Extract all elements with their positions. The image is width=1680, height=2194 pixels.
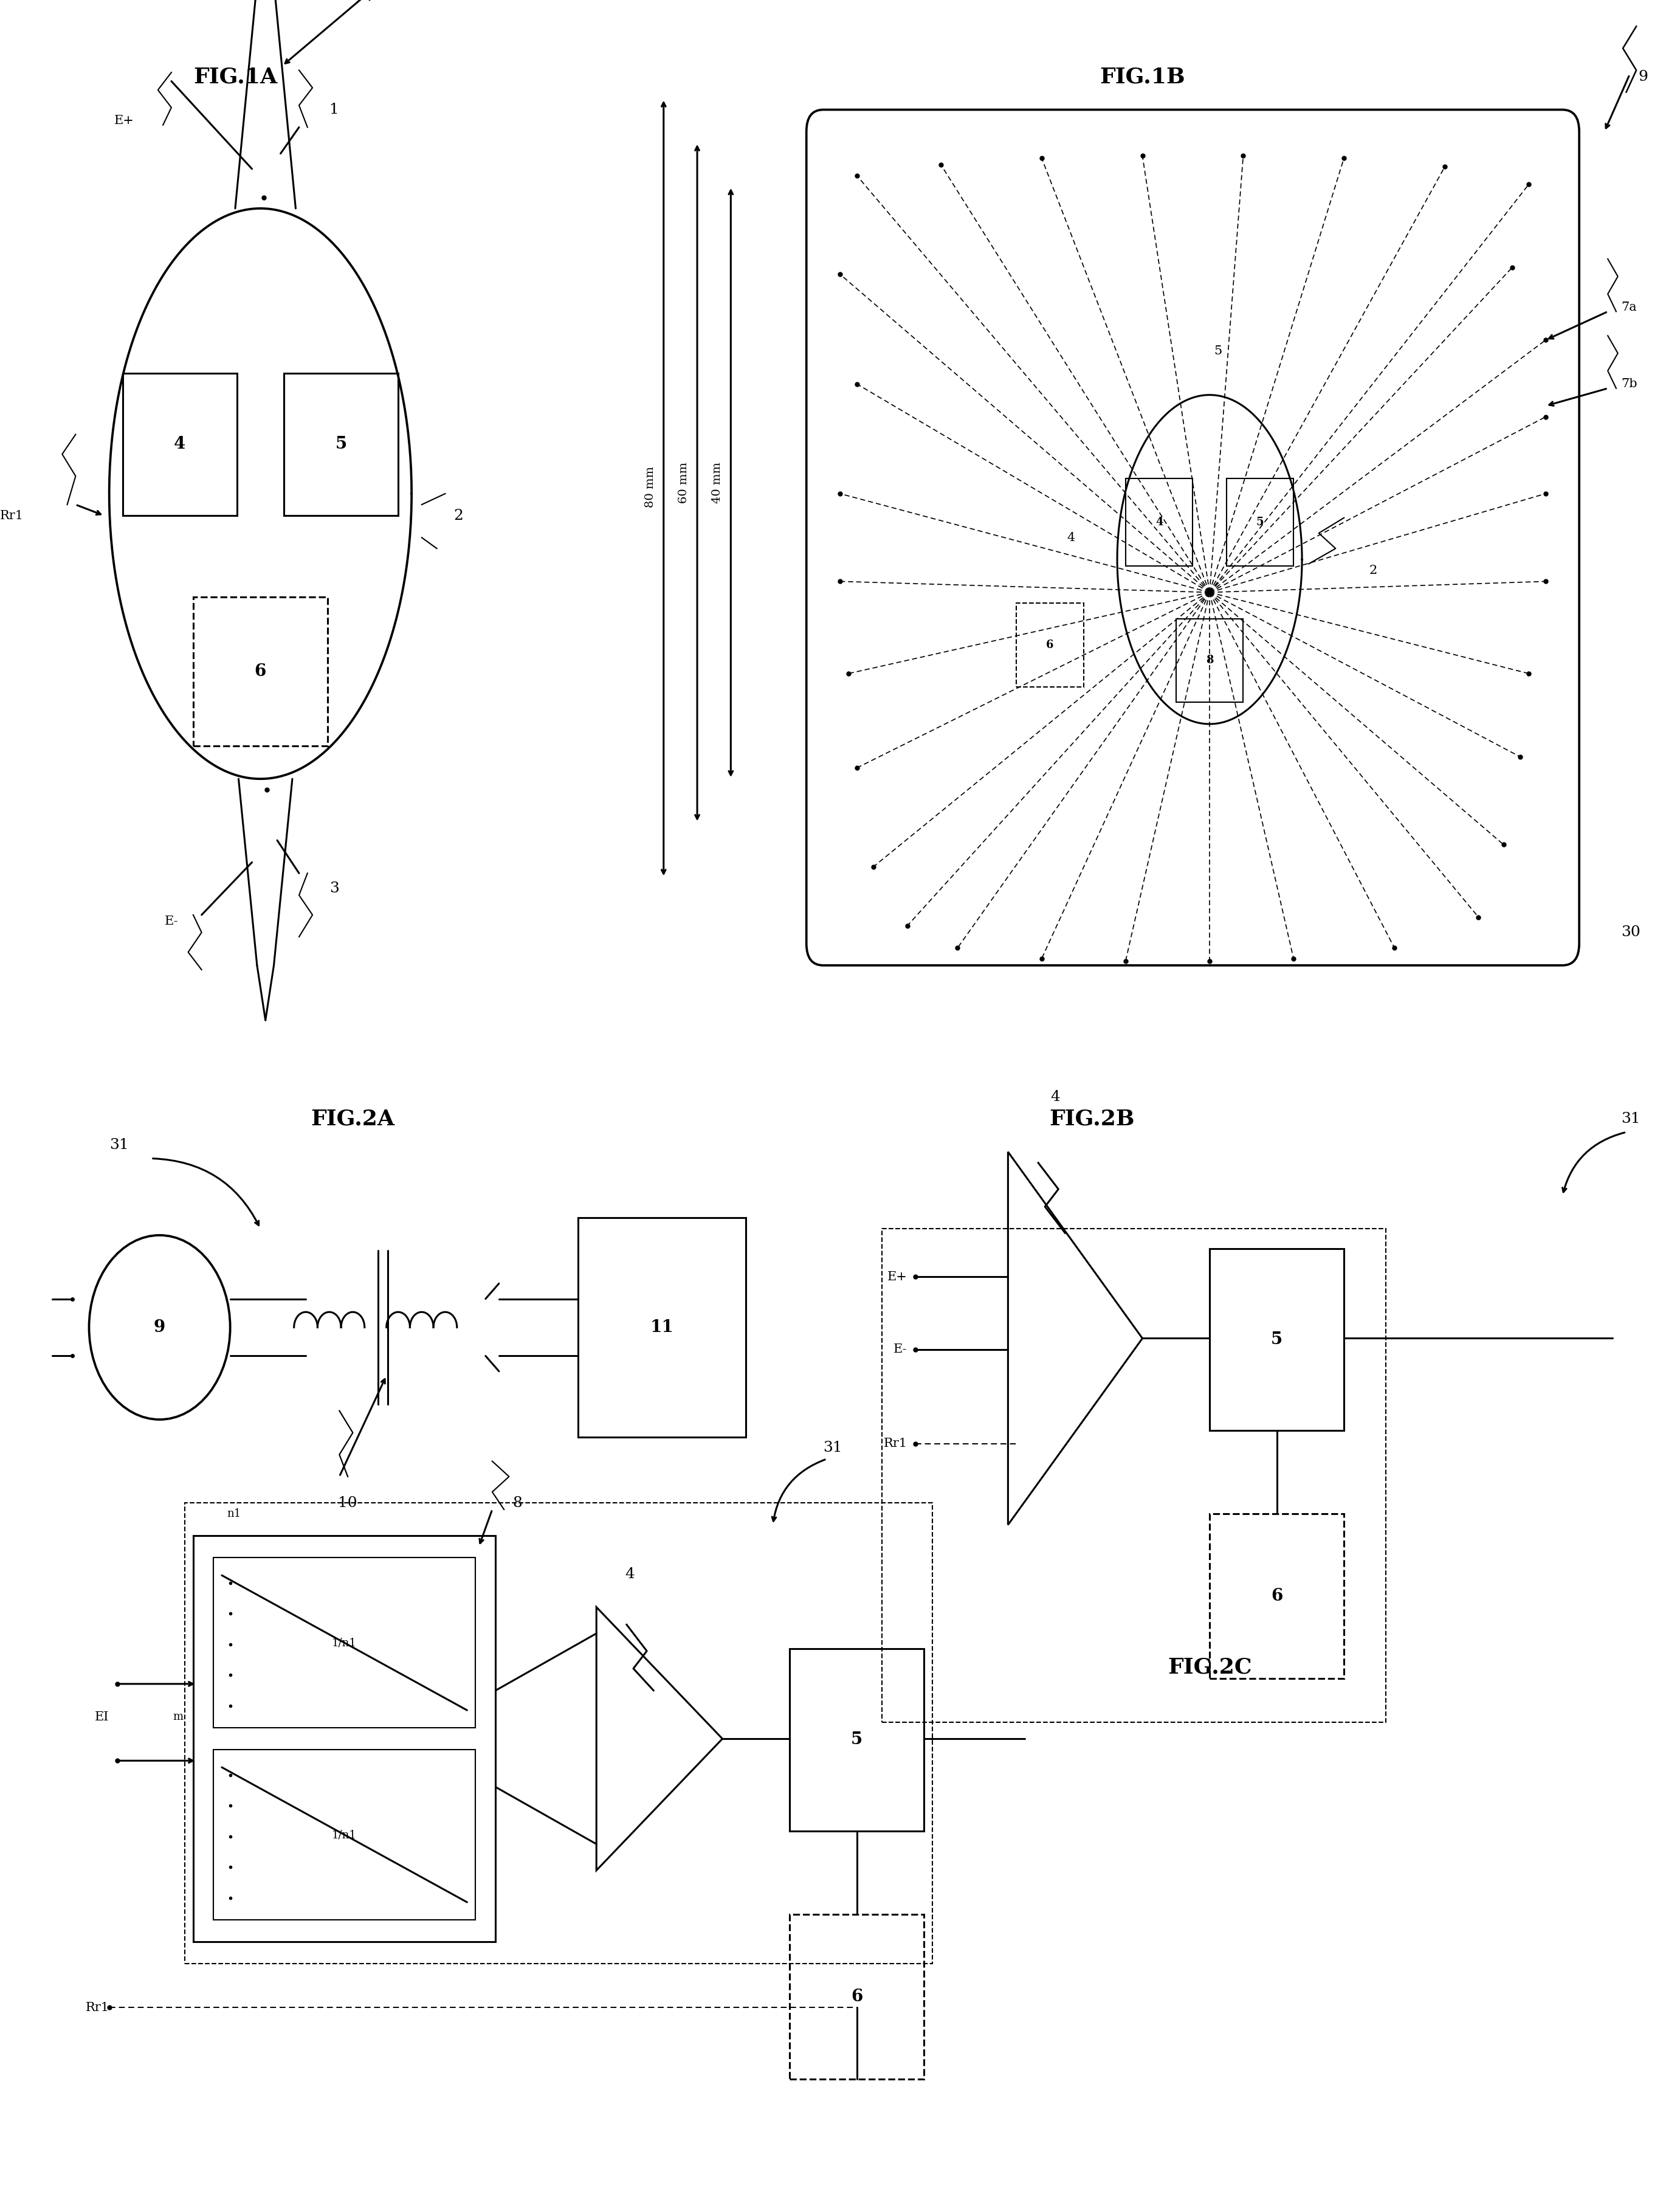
Bar (213, 1751, 475, 1920)
Text: FIG.2C: FIG.2C (1168, 1656, 1252, 1678)
Text: 5: 5 (1215, 344, 1221, 358)
Bar (1016, 603, 1084, 687)
Text: 6: 6 (1047, 641, 1053, 649)
Text: 5: 5 (1257, 518, 1263, 527)
Text: 7a: 7a (1621, 301, 1636, 314)
Bar (882, 1229, 1386, 1722)
Bar (1226, 478, 1294, 566)
Text: 31: 31 (823, 1441, 842, 1455)
Text: 40 mm: 40 mm (712, 463, 722, 502)
Text: Rr1: Rr1 (86, 2001, 109, 2014)
Text: 4: 4 (1050, 1090, 1060, 1104)
Bar (578, 1218, 746, 1437)
Text: 9: 9 (155, 1319, 165, 1336)
Bar (193, 1536, 496, 1942)
Bar (185, 1503, 932, 1964)
Text: m: m (173, 1711, 183, 1722)
Text: 5: 5 (1272, 1332, 1282, 1347)
Text: 60 mm: 60 mm (679, 463, 689, 502)
Bar (790, 1913, 924, 2080)
Text: 8: 8 (512, 1496, 522, 1509)
Text: 3: 3 (329, 882, 339, 895)
Text: 6: 6 (1270, 1588, 1284, 1604)
Text: 9: 9 (1638, 70, 1648, 83)
Text: 30: 30 (1621, 926, 1640, 939)
Bar (1210, 1248, 1344, 1430)
Bar (284, 373, 398, 516)
Text: E-: E- (894, 1343, 907, 1356)
Text: 1/n1: 1/n1 (333, 1830, 356, 1841)
Bar (1176, 619, 1243, 702)
Text: FIG.2A: FIG.2A (311, 1108, 395, 1130)
Text: 2: 2 (1369, 564, 1378, 577)
Text: FIG.1A: FIG.1A (193, 66, 277, 88)
Text: 31: 31 (1621, 1112, 1640, 1126)
Text: Rr1: Rr1 (0, 509, 24, 522)
Text: 1/n1: 1/n1 (333, 1637, 356, 1648)
Bar (790, 1650, 924, 1830)
Text: 31: 31 (109, 1139, 128, 1152)
Text: E+: E+ (114, 114, 134, 127)
Text: 11: 11 (650, 1319, 674, 1336)
Text: E+: E+ (887, 1270, 907, 1283)
Text: 7b: 7b (1621, 377, 1638, 391)
Text: 5: 5 (852, 1731, 862, 1749)
Bar (1210, 1514, 1344, 1678)
Text: 4: 4 (1067, 531, 1075, 544)
Text: 5: 5 (336, 437, 346, 452)
Bar (1126, 478, 1193, 566)
Text: FIG.1B: FIG.1B (1100, 66, 1184, 88)
Bar (193, 597, 328, 746)
Text: Rr1: Rr1 (884, 1437, 907, 1450)
Text: 2: 2 (454, 509, 464, 522)
Text: 4: 4 (625, 1567, 635, 1582)
Text: 6: 6 (254, 663, 267, 680)
Text: E-: E- (165, 915, 178, 928)
Bar (123, 373, 237, 516)
Text: 4: 4 (1156, 518, 1163, 527)
Bar (213, 1558, 475, 1729)
Text: EI: EI (94, 1711, 109, 1722)
Text: n1: n1 (227, 1509, 240, 1518)
Text: 10: 10 (338, 1496, 358, 1509)
Text: 1: 1 (329, 103, 339, 116)
Text: 80 mm: 80 mm (645, 467, 655, 507)
Text: 6: 6 (850, 1988, 864, 2005)
Text: FIG.2B: FIG.2B (1050, 1108, 1134, 1130)
Text: 8: 8 (1206, 656, 1213, 665)
Text: 4: 4 (175, 437, 185, 452)
